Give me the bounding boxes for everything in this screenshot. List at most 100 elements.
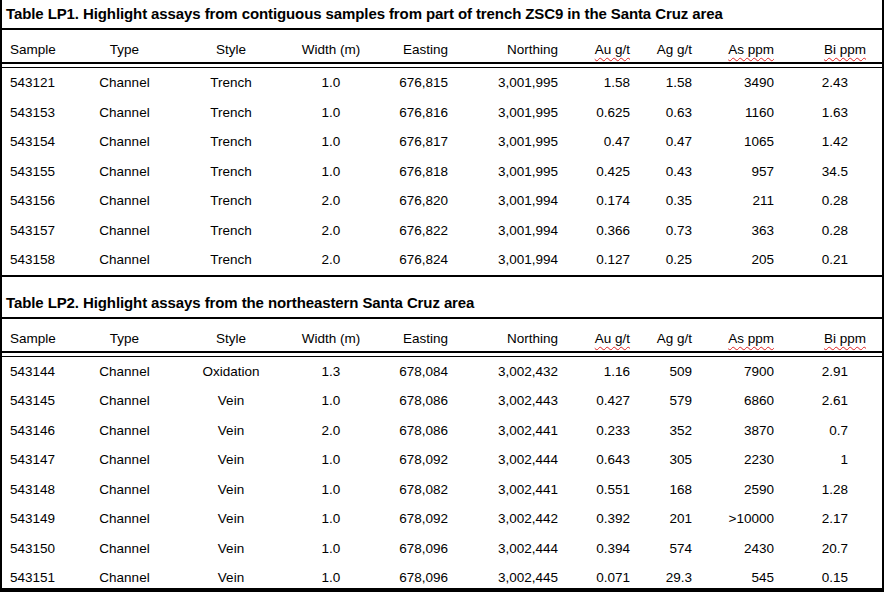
cell: Channel (72, 475, 177, 505)
cell: 3,002,444 (462, 445, 572, 475)
col-header-sample: Sample (2, 319, 72, 352)
document-page: Table LP1. Highlight assays from contigu… (0, 0, 884, 592)
cell: 3,001,995 (462, 98, 572, 128)
table-row: 543157ChannelTrench2.0676,8223,001,9940.… (2, 216, 882, 246)
cell: 1.28 (788, 475, 882, 505)
cell: 1.0 (285, 563, 377, 592)
table-row: 543154ChannelTrench1.0676,8173,001,9950.… (2, 127, 882, 157)
cell: Trench (177, 98, 285, 128)
cell: 3,002,442 (462, 504, 572, 534)
cell: 0.7 (788, 416, 882, 446)
table-row: 543158ChannelTrench2.0676,8243,001,9940.… (2, 245, 882, 276)
cell: Vein (177, 416, 285, 446)
table-row: 543121ChannelTrench1.0676,8153,001,9951.… (2, 68, 882, 98)
cell: 678,092 (377, 445, 462, 475)
table-row: 543156ChannelTrench2.0676,8203,001,9940.… (2, 186, 882, 216)
cell: Vein (177, 445, 285, 475)
table-row: 543148ChannelVein1.0678,0823,002,4410.55… (2, 475, 882, 505)
cell: 2.0 (285, 216, 377, 246)
cell: 1.58 (572, 68, 644, 98)
cell: 3,002,444 (462, 534, 572, 564)
cell: 676,817 (377, 127, 462, 157)
table-row: 543145ChannelVein1.0678,0863,002,4430.42… (2, 386, 882, 416)
cell: Channel (72, 216, 177, 246)
col-header-northing: Northing (462, 30, 572, 63)
col-header-width: Width (m) (285, 319, 377, 352)
cell: 2.0 (285, 186, 377, 216)
cell: 3,001,995 (462, 157, 572, 187)
cell: 1.0 (285, 445, 377, 475)
cell: 34.5 (788, 157, 882, 187)
cell: 676,815 (377, 68, 462, 98)
cell: 543154 (2, 127, 72, 157)
cell: Channel (72, 127, 177, 157)
cell: 678,086 (377, 416, 462, 446)
cell: 678,086 (377, 386, 462, 416)
col-header-as: As ppm (706, 319, 788, 352)
cell: 1.0 (285, 534, 377, 564)
cell: Vein (177, 386, 285, 416)
cell: 1.42 (788, 127, 882, 157)
cell: 543157 (2, 216, 72, 246)
table-lp2-title: Table LP2. Highlight assays from the nor… (2, 291, 882, 319)
cell: 0.47 (572, 127, 644, 157)
cell: 0.43 (644, 157, 706, 187)
table-row: 543155ChannelTrench1.0676,8183,001,9950.… (2, 157, 882, 187)
cell: 676,818 (377, 157, 462, 187)
cell: 543151 (2, 563, 72, 592)
cell: 2.91 (788, 356, 882, 386)
col-header-au: Au g/t (572, 319, 644, 352)
cell: 3,002,443 (462, 386, 572, 416)
cell: 3,001,994 (462, 186, 572, 216)
cell: 0.233 (572, 416, 644, 446)
cell: 7900 (706, 356, 788, 386)
cell: 3870 (706, 416, 788, 446)
cell: 676,824 (377, 245, 462, 276)
cell: 676,816 (377, 98, 462, 128)
cell: 1.0 (285, 386, 377, 416)
cell: >10000 (706, 504, 788, 534)
cell: 678,084 (377, 356, 462, 386)
cell: 3,002,441 (462, 416, 572, 446)
cell: 2.43 (788, 68, 882, 98)
cell: 957 (706, 157, 788, 187)
cell: 543153 (2, 98, 72, 128)
cell: 543149 (2, 504, 72, 534)
col-header-sample: Sample (2, 30, 72, 63)
table-row: 543144ChannelOxidation1.3678,0843,002,43… (2, 356, 882, 386)
cell: 676,822 (377, 216, 462, 246)
table-row: 543150ChannelVein1.0678,0963,002,4440.39… (2, 534, 882, 564)
table-lp2-section: Table LP2. Highlight assays from the nor… (2, 291, 882, 592)
cell: 0.21 (788, 245, 882, 276)
cell: 543145 (2, 386, 72, 416)
cell: 211 (706, 186, 788, 216)
cell: 168 (644, 475, 706, 505)
table-row: 543146ChannelVein2.0678,0863,002,4410.23… (2, 416, 882, 446)
col-header-type: Type (72, 30, 177, 63)
cell: 0.127 (572, 245, 644, 276)
cell: Trench (177, 245, 285, 276)
cell: 545 (706, 563, 788, 592)
col-header-bi: Bi ppm (788, 30, 882, 63)
cell: 543144 (2, 356, 72, 386)
cell: 3,001,994 (462, 245, 572, 276)
cell: 0.366 (572, 216, 644, 246)
cell: 0.47 (644, 127, 706, 157)
cell: Trench (177, 186, 285, 216)
cell: 0.643 (572, 445, 644, 475)
cell: 1.0 (285, 504, 377, 534)
table-lp1: Sample Type Style Width (m) Easting Nort… (2, 30, 882, 277)
cell: 205 (706, 245, 788, 276)
cell: 3490 (706, 68, 788, 98)
cell: 3,002,441 (462, 475, 572, 505)
cell: 1.63 (788, 98, 882, 128)
cell: 6860 (706, 386, 788, 416)
cell: 29.3 (644, 563, 706, 592)
col-header-width: Width (m) (285, 30, 377, 63)
col-header-style: Style (177, 319, 285, 352)
cell: 0.73 (644, 216, 706, 246)
cell: Channel (72, 416, 177, 446)
cell: 1.3 (285, 356, 377, 386)
cell: Vein (177, 475, 285, 505)
cell: Oxidation (177, 356, 285, 386)
